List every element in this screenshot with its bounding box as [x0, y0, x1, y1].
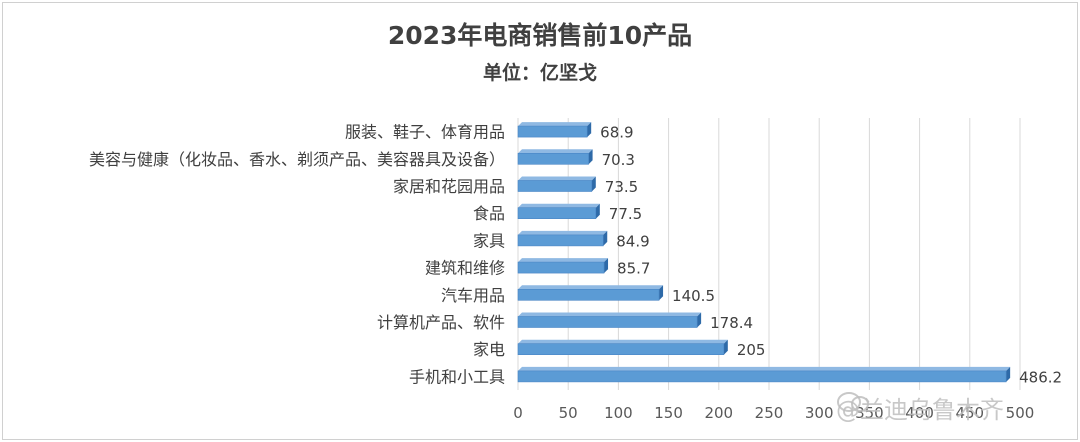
x-tick-label-5: 250 [755, 404, 784, 422]
bar-1 [517, 149, 593, 165]
bar-3 [517, 203, 600, 219]
value-label-2: 73.5 [605, 178, 638, 196]
watermark: @兰迪乌鲁木齐 [836, 390, 1004, 425]
value-label-1: 70.3 [602, 151, 635, 169]
bar-2 [517, 176, 596, 192]
category-label-4: 家具 [473, 231, 505, 250]
category-label-3: 食品 [473, 204, 505, 223]
value-label-3: 77.5 [609, 205, 642, 223]
chart-title: 2023年电商销售前10产品 [387, 21, 693, 50]
chart-subtitle: 单位：亿坚戈 [482, 62, 597, 84]
category-label-1: 美容与健康（化妆品、香水、剃须产品、美容器具及设备） [89, 150, 505, 169]
x-axis-tick-labels: 0 50 100 150 200 250 300 350 400 450 500 [513, 404, 1034, 422]
value-label-7: 178.4 [710, 314, 753, 332]
category-label-2: 家居和花园用品 [393, 177, 505, 196]
x-tick-label-9: 450 [955, 404, 984, 422]
x-tick-label-2: 100 [604, 404, 633, 422]
category-label-8: 家电 [473, 340, 505, 359]
value-label-8: 205 [737, 341, 766, 359]
x-tick-label-0: 0 [513, 404, 523, 422]
x-tick-label-6: 300 [805, 404, 834, 422]
category-label-0: 服装、鞋子、体育用品 [345, 123, 505, 142]
bar-8 [517, 339, 728, 356]
category-label-9: 手机和小工具 [409, 367, 505, 386]
value-label-4: 84.9 [616, 232, 649, 250]
bar-6 [517, 285, 664, 301]
category-label-7: 计算机产品、软件 [377, 313, 505, 332]
category-label-5: 建筑和维修 [425, 259, 505, 278]
value-label-0: 68.9 [600, 124, 633, 142]
x-tick-label-10: 500 [1006, 404, 1035, 422]
x-tick-label-7: 350 [855, 404, 884, 422]
x-tick-label-1: 50 [559, 404, 578, 422]
bar-5 [517, 258, 609, 274]
bar-4 [517, 230, 608, 247]
value-label-5: 85.7 [617, 260, 650, 278]
value-label-9: 486.2 [1019, 368, 1062, 386]
x-tick-label-4: 200 [704, 404, 733, 422]
value-label-6: 140.5 [672, 287, 715, 305]
bars [517, 122, 1011, 383]
value-labels: 68.9 70.3 73.5 77.5 84.9 85.7 140.5 178.4 205 486… [600, 124, 1062, 387]
chat-bubble-icon [837, 392, 869, 412]
x-tick-label-3: 150 [654, 404, 683, 422]
category-label-6: 汽车用品 [441, 286, 505, 305]
bar-0 [517, 122, 592, 138]
x-tick-label-8: 400 [905, 404, 934, 422]
bar-9 [517, 366, 1011, 383]
bar-7 [517, 312, 702, 328]
